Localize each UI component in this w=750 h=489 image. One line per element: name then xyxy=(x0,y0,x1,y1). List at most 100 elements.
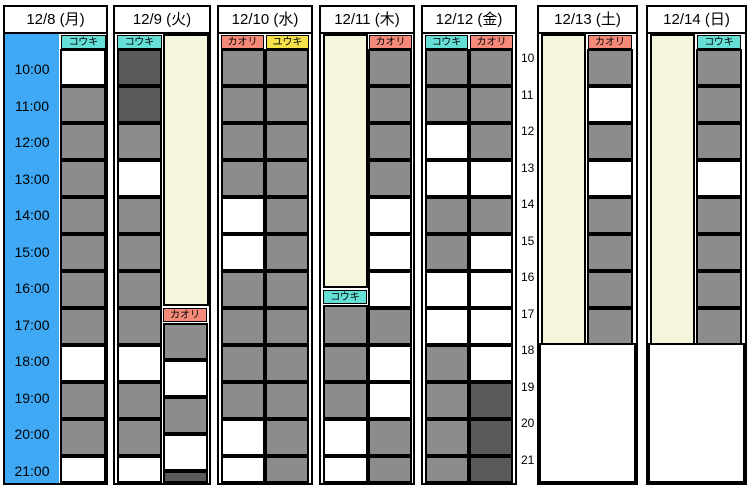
shift-cell[interactable] xyxy=(60,271,106,308)
shift-cell[interactable] xyxy=(469,197,513,234)
shift-cell[interactable] xyxy=(221,160,265,197)
shift-cell[interactable] xyxy=(587,49,633,86)
shift-cell[interactable] xyxy=(696,86,742,123)
shift-cell[interactable] xyxy=(117,197,162,234)
shift-cell[interactable] xyxy=(469,271,513,308)
shift-cell[interactable] xyxy=(60,86,106,123)
shift-cell[interactable] xyxy=(117,419,162,456)
shift-cell[interactable] xyxy=(368,160,412,197)
shift-cell[interactable] xyxy=(587,271,633,308)
shift-cell[interactable] xyxy=(425,456,469,483)
shift-cell[interactable] xyxy=(60,456,106,483)
shift-cell[interactable] xyxy=(425,419,469,456)
shift-cell[interactable] xyxy=(425,160,469,197)
shift-cell[interactable] xyxy=(469,49,513,86)
shift-cell[interactable] xyxy=(117,86,162,123)
shift-cell[interactable] xyxy=(323,382,368,419)
shift-cell[interactable] xyxy=(368,419,412,456)
shift-cell[interactable] xyxy=(425,49,469,86)
shift-cell[interactable] xyxy=(221,308,265,345)
shift-cell[interactable] xyxy=(368,345,412,382)
shift-cell[interactable] xyxy=(221,419,265,456)
shift-cell[interactable] xyxy=(60,234,106,271)
shift-cell[interactable] xyxy=(469,419,513,456)
shift-cell[interactable] xyxy=(368,271,412,308)
shift-cell[interactable] xyxy=(265,456,309,483)
shift-cell[interactable] xyxy=(163,360,208,397)
shift-cell[interactable] xyxy=(60,419,106,456)
shift-cell[interactable] xyxy=(117,160,162,197)
shift-cell[interactable] xyxy=(221,456,265,483)
shift-cell[interactable] xyxy=(221,382,265,419)
shift-cell[interactable] xyxy=(425,271,469,308)
shift-cell[interactable] xyxy=(587,234,633,271)
shift-cell[interactable] xyxy=(368,123,412,160)
shift-cell[interactable] xyxy=(60,49,106,86)
shift-cell[interactable] xyxy=(221,197,265,234)
shift-cell[interactable] xyxy=(117,123,162,160)
shift-cell[interactable] xyxy=(163,434,208,471)
shift-cell[interactable] xyxy=(117,234,162,271)
shift-cell[interactable] xyxy=(696,123,742,160)
shift-cell[interactable] xyxy=(587,123,633,160)
shift-cell[interactable] xyxy=(265,160,309,197)
shift-cell[interactable] xyxy=(163,397,208,434)
shift-cell[interactable] xyxy=(117,49,162,86)
shift-cell[interactable] xyxy=(469,456,513,483)
shift-cell[interactable] xyxy=(323,456,368,483)
shift-cell[interactable] xyxy=(425,308,469,345)
shift-cell[interactable] xyxy=(368,234,412,271)
shift-cell[interactable] xyxy=(60,197,106,234)
shift-cell[interactable] xyxy=(696,271,742,308)
shift-cell[interactable] xyxy=(469,160,513,197)
shift-cell[interactable] xyxy=(323,419,368,456)
shift-cell[interactable] xyxy=(368,456,412,483)
shift-cell[interactable] xyxy=(696,49,742,86)
shift-cell[interactable] xyxy=(425,197,469,234)
shift-cell[interactable] xyxy=(587,308,633,345)
shift-cell[interactable] xyxy=(60,123,106,160)
shift-cell[interactable] xyxy=(60,382,106,419)
shift-cell[interactable] xyxy=(696,308,742,345)
shift-cell[interactable] xyxy=(587,197,633,234)
shift-cell[interactable] xyxy=(221,234,265,271)
shift-cell[interactable] xyxy=(696,160,742,197)
shift-cell[interactable] xyxy=(469,123,513,160)
shift-cell[interactable] xyxy=(469,345,513,382)
shift-cell[interactable] xyxy=(425,382,469,419)
shift-cell[interactable] xyxy=(60,160,106,197)
shift-cell[interactable] xyxy=(265,271,309,308)
shift-cell[interactable] xyxy=(265,345,309,382)
shift-cell[interactable] xyxy=(60,308,106,345)
shift-cell[interactable] xyxy=(469,234,513,271)
shift-cell[interactable] xyxy=(425,234,469,271)
shift-cell[interactable] xyxy=(425,345,469,382)
shift-cell[interactable] xyxy=(368,49,412,86)
shift-cell[interactable] xyxy=(587,86,633,123)
shift-cell[interactable] xyxy=(265,419,309,456)
shift-cell[interactable] xyxy=(368,86,412,123)
shift-cell[interactable] xyxy=(696,234,742,271)
shift-cell[interactable] xyxy=(425,86,469,123)
shift-cell[interactable] xyxy=(117,456,162,483)
shift-cell[interactable] xyxy=(368,197,412,234)
shift-cell[interactable] xyxy=(265,197,309,234)
shift-cell[interactable] xyxy=(163,323,208,360)
shift-cell[interactable] xyxy=(469,382,513,419)
shift-cell[interactable] xyxy=(265,86,309,123)
shift-cell[interactable] xyxy=(323,305,368,345)
shift-cell[interactable] xyxy=(265,308,309,345)
shift-cell[interactable] xyxy=(425,123,469,160)
shift-cell[interactable] xyxy=(221,86,265,123)
shift-cell[interactable] xyxy=(221,271,265,308)
shift-cell[interactable] xyxy=(163,471,208,483)
shift-cell[interactable] xyxy=(587,160,633,197)
shift-cell[interactable] xyxy=(265,123,309,160)
shift-cell[interactable] xyxy=(60,345,106,382)
shift-cell[interactable] xyxy=(265,382,309,419)
shift-cell[interactable] xyxy=(368,308,412,345)
shift-cell[interactable] xyxy=(117,308,162,345)
shift-cell[interactable] xyxy=(265,49,309,86)
shift-cell[interactable] xyxy=(117,382,162,419)
shift-cell[interactable] xyxy=(469,308,513,345)
